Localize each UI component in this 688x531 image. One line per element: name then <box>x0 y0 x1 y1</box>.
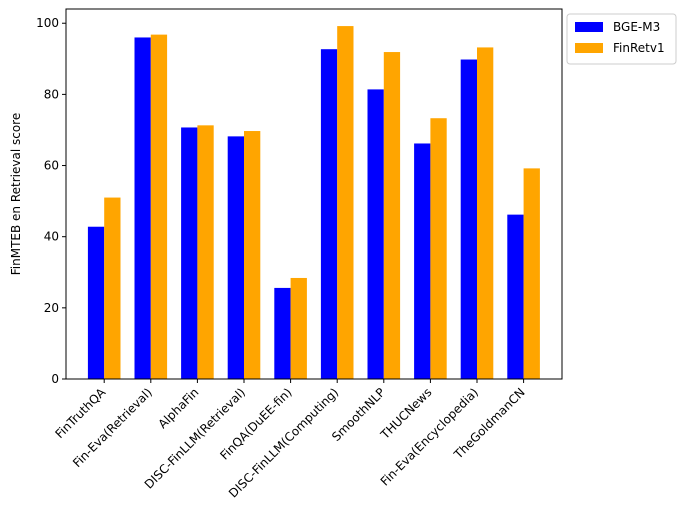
bar-finretv1-4 <box>290 277 307 379</box>
bar-finretv1-7 <box>430 118 447 379</box>
y-tick-label: 40 <box>44 230 59 244</box>
y-tick-label: 80 <box>44 87 59 101</box>
bar-finretv1-6 <box>383 52 401 380</box>
bar-bge-m3-8 <box>460 59 477 380</box>
legend-swatch-finretv1 <box>575 43 603 53</box>
bar-bge-m3-3 <box>227 136 244 379</box>
legend-label: FinRetv1 <box>613 41 665 55</box>
bar-finretv1-2 <box>197 125 214 379</box>
y-tick-label: 20 <box>44 301 59 315</box>
bar-finretv1-8 <box>477 47 494 380</box>
legend-swatch-bge-m3 <box>575 22 603 32</box>
bar-bge-m3-9 <box>507 214 524 379</box>
bar-bge-m3-2 <box>181 127 198 379</box>
legend: BGE-M3 FinRetv1 <box>566 13 677 65</box>
bar-bge-m3-0 <box>87 226 105 379</box>
y-tick-label: 60 <box>44 159 59 173</box>
y-tick-label: 0 <box>51 372 59 386</box>
bar-bge-m3-5 <box>320 49 338 379</box>
bars-layer <box>87 26 540 380</box>
bar-bge-m3-1 <box>134 37 151 380</box>
bar-bge-m3-7 <box>414 143 431 379</box>
plot-frame <box>65 8 563 380</box>
bar-finretv1-1 <box>150 34 168 380</box>
x-tick-label: AlphaFin <box>155 385 201 431</box>
y-axis: 0 20 40 60 80 100 <box>36 16 66 386</box>
x-tick-label: Fin-Eva(Retrieval) <box>70 385 155 470</box>
bar-bge-m3-6 <box>367 89 384 380</box>
bar-finretv1-0 <box>104 197 121 379</box>
legend-label: BGE-M3 <box>613 20 660 34</box>
y-tick-label: 100 <box>36 16 59 30</box>
y-axis-label: FinMTEB en Retrieval score <box>9 113 23 275</box>
bar-finretv1-3 <box>244 131 261 379</box>
bar-bge-m3-4 <box>274 287 291 379</box>
bar-finretv1-5 <box>337 26 354 380</box>
bar-finretv1-9 <box>523 168 540 379</box>
